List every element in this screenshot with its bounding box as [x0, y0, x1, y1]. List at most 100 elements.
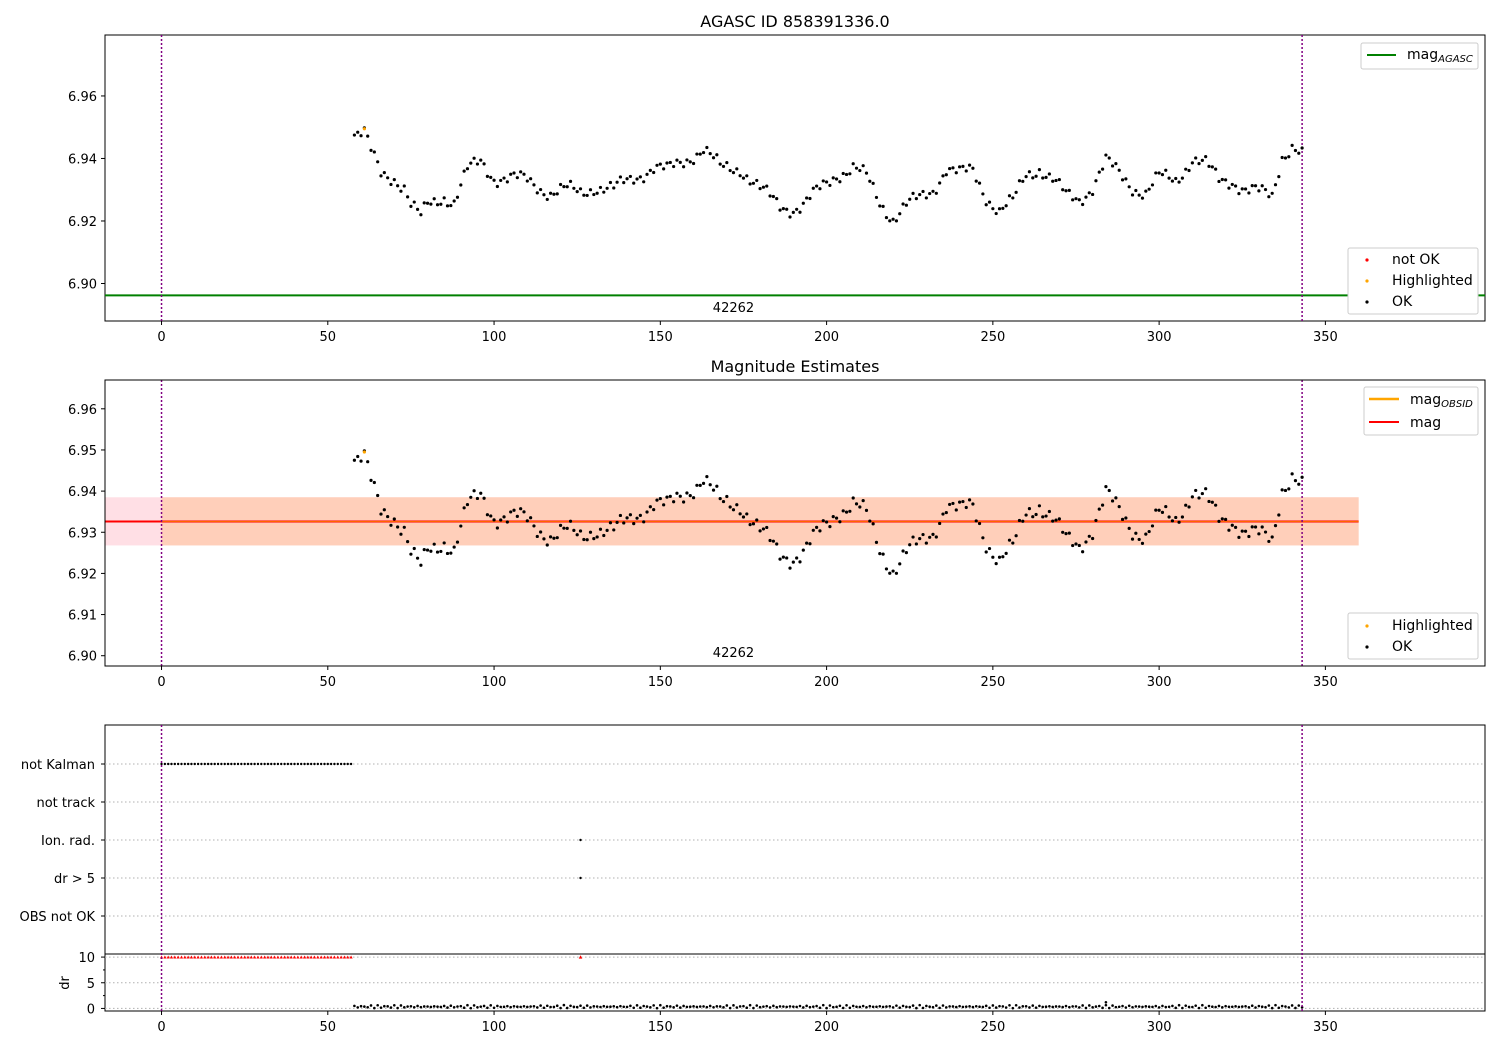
- dr-point: [811, 1005, 815, 1008]
- ok-point: [1114, 161, 1118, 166]
- ok-point: [598, 527, 603, 531]
- ok-point: [479, 491, 483, 495]
- dr-point: [921, 1006, 925, 1010]
- ok-point: [682, 165, 686, 169]
- ok-point: [396, 184, 400, 188]
- dr-point: [532, 1005, 536, 1008]
- dr-point: [426, 1005, 429, 1008]
- ok-point: [1180, 176, 1184, 180]
- dr-point: [738, 1005, 742, 1008]
- ok-point: [1200, 491, 1204, 496]
- ok-point: [977, 521, 982, 526]
- flags-panel-frame: [104, 724, 1486, 1012]
- ok-point: [372, 150, 376, 154]
- dr-clipped-point: [269, 955, 273, 959]
- ok-point: [359, 134, 363, 138]
- ok-point: [1287, 155, 1291, 159]
- ok-point: [1150, 524, 1155, 528]
- ok-point: [1054, 518, 1058, 522]
- ok-point: [529, 177, 533, 181]
- dr-point: [1008, 1003, 1011, 1007]
- ok-point: [775, 197, 779, 201]
- ok-point: [392, 517, 396, 521]
- dr-point: [1264, 1005, 1267, 1009]
- ok-point: [662, 167, 666, 171]
- ok-point: [698, 483, 702, 487]
- ok-point: [412, 200, 416, 204]
- ok-point: [1094, 518, 1098, 523]
- flag-point-not-kalman: [299, 762, 303, 766]
- ok-point: [1187, 168, 1191, 173]
- flag-point-not-kalman: [170, 762, 173, 766]
- ok-point: [472, 156, 476, 160]
- ok-point: [685, 491, 689, 495]
- ok-point: [725, 494, 729, 499]
- ok-point: [1160, 510, 1165, 514]
- ok-point: [1137, 537, 1141, 542]
- y-tick-label: 6.96: [68, 403, 97, 418]
- x-tick-label: 350: [1313, 1020, 1338, 1035]
- dr-point: [492, 1006, 496, 1010]
- dr-clipped-point: [219, 955, 223, 959]
- dr-point: [765, 1004, 769, 1008]
- dr-point: [818, 1006, 822, 1010]
- ok-point: [758, 529, 762, 533]
- dr-point: [519, 1005, 522, 1009]
- dr-point: [1207, 1004, 1211, 1008]
- svg-text:magAGASC: magAGASC: [1407, 47, 1473, 65]
- ok-point: [459, 524, 463, 528]
- dr-point: [459, 1004, 463, 1008]
- ok-point: [558, 523, 563, 527]
- dr-clipped-point: [339, 955, 343, 959]
- dr-point: [735, 1006, 739, 1009]
- dr-point: [861, 1004, 865, 1008]
- dr-point: [363, 1005, 366, 1008]
- ok-point: [904, 203, 908, 207]
- ok-point: [864, 508, 869, 512]
- ok-point: [682, 500, 686, 504]
- ok-point: [435, 203, 440, 207]
- dr-point: [1290, 1004, 1294, 1007]
- ok-point: [562, 526, 566, 530]
- ok-point: [884, 567, 889, 571]
- ok-point: [808, 196, 812, 201]
- ok-point: [612, 528, 616, 532]
- ok-point: [871, 522, 875, 526]
- legend2-ok-label: OK: [1392, 639, 1413, 655]
- dr-tick-label: 10: [78, 951, 95, 966]
- ok-point: [874, 540, 879, 544]
- dr-point: [772, 1004, 775, 1008]
- ok-point: [1017, 179, 1022, 183]
- dr-point: [988, 1006, 991, 1010]
- ok-point: [1164, 504, 1168, 509]
- dr-point: [1230, 1005, 1234, 1009]
- ok-point: [934, 191, 938, 195]
- ok-point: [811, 528, 815, 532]
- ok-point: [1287, 487, 1291, 491]
- ok-point: [711, 488, 716, 492]
- dr-point: [1181, 1006, 1184, 1010]
- ok-point: [991, 555, 995, 559]
- ok-point: [429, 549, 433, 553]
- ok-point: [356, 454, 360, 459]
- ok-point: [648, 505, 652, 509]
- flag-point-not-kalman: [336, 762, 339, 766]
- ok-point: [791, 210, 795, 215]
- dr-point: [539, 1004, 542, 1007]
- ok-point: [1087, 534, 1091, 538]
- ok-point: [828, 525, 832, 529]
- ok-point: [509, 172, 513, 176]
- ok-point: [911, 535, 915, 539]
- ok-point: [728, 168, 732, 173]
- ok-point: [798, 210, 802, 214]
- ok-point: [1047, 509, 1051, 514]
- ok-point: [665, 495, 669, 499]
- ok-point: [1057, 517, 1061, 521]
- legend-highlighted-label: Highlighted: [1392, 273, 1473, 289]
- dr-point: [622, 1005, 626, 1009]
- ok-point: [1277, 513, 1281, 517]
- ok-point: [672, 164, 676, 169]
- ok-point: [469, 161, 473, 165]
- ok-point: [881, 204, 885, 208]
- dr-point: [396, 1006, 399, 1010]
